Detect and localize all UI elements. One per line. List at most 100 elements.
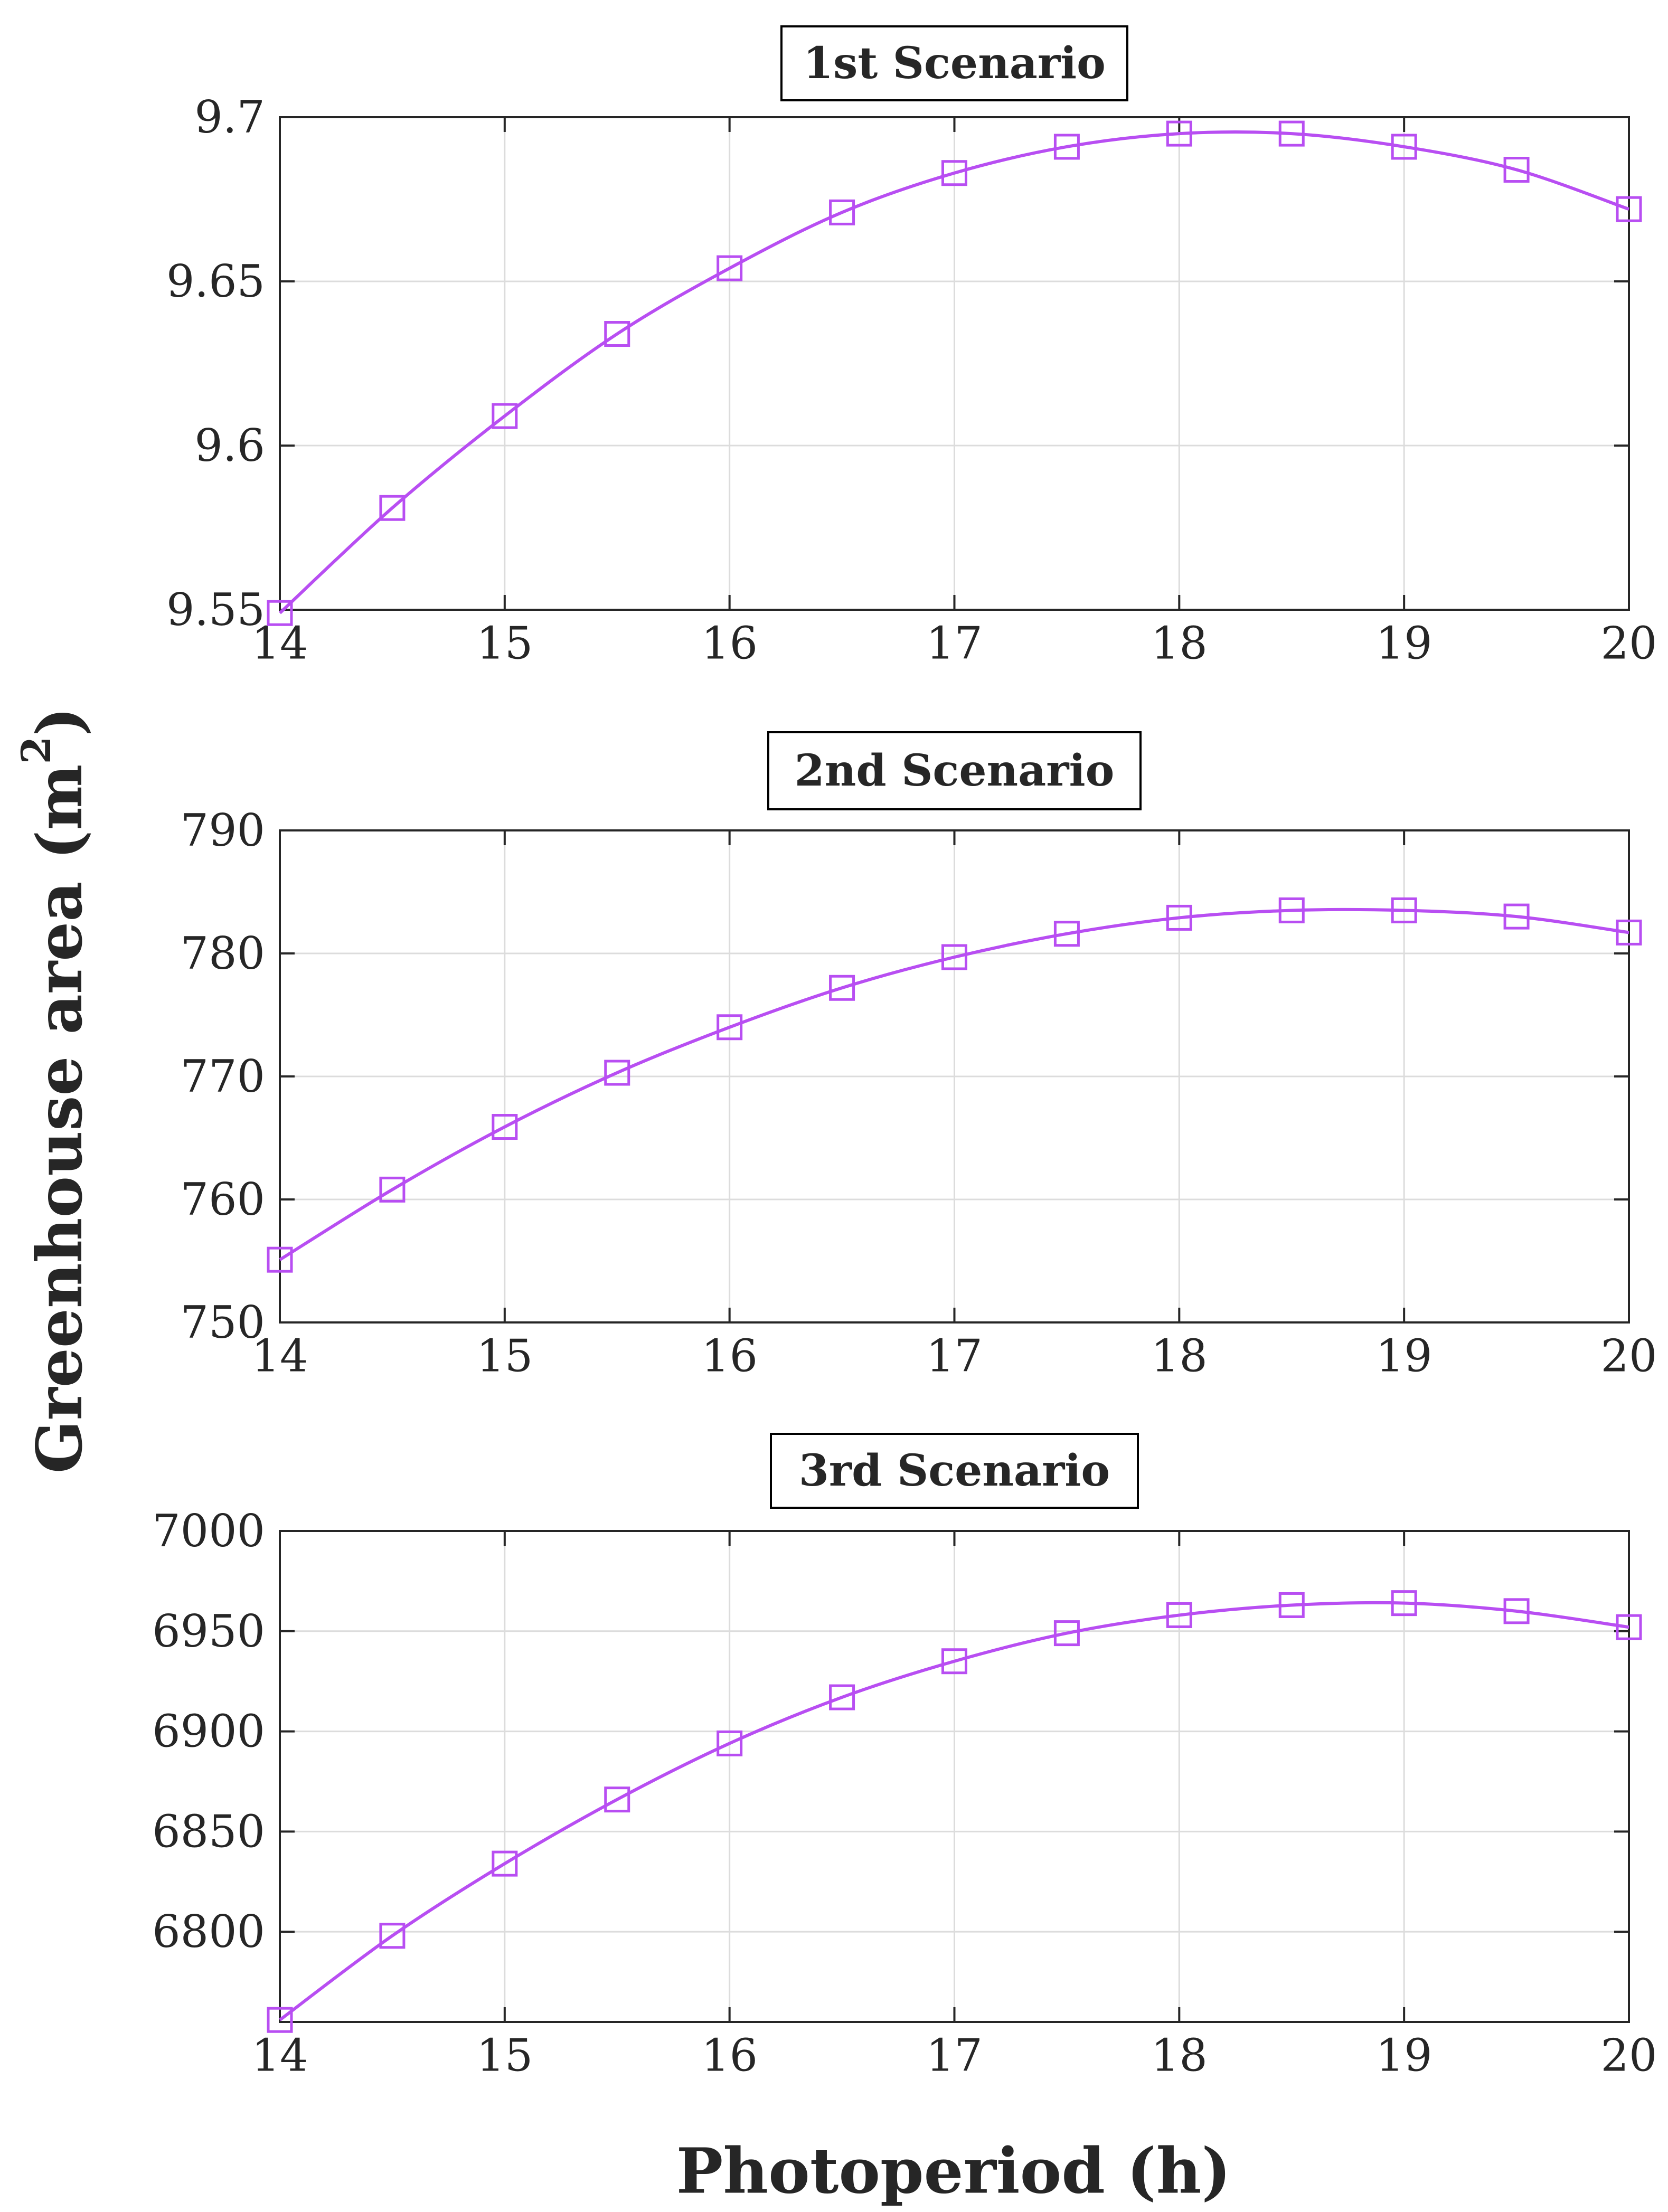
x-tick-label: 15 <box>476 2029 533 2081</box>
data-point-marker <box>1166 120 1192 147</box>
data-point-marker <box>1166 904 1192 931</box>
y-tick-label: 9.65 <box>166 256 265 307</box>
x-tick-label: 18 <box>1151 1330 1208 1382</box>
data-point-marker <box>492 1850 518 1877</box>
ticks: 14 15 16 17 18 19 20 750 760 770 780 790 <box>181 805 1657 1382</box>
x-tick-label: 19 <box>1376 617 1433 669</box>
ticks: 14 15 16 17 18 19 20 6800 6850 6900 6950 7000 <box>152 1505 1657 2081</box>
data-point-marker <box>941 944 967 970</box>
grid <box>280 1531 1629 2022</box>
x-tick-label: 20 <box>1601 617 1657 669</box>
chart-panel-3: 14 15 16 17 18 19 20 6800 6850 6900 6950 7000 3rd S… <box>152 1433 1657 2081</box>
data-point-marker <box>1503 903 1530 930</box>
y-axis-label-close: ) <box>23 707 96 736</box>
data-point-marker <box>1053 1620 1080 1647</box>
panel-title: 3rd Scenario <box>799 1445 1110 1496</box>
panel-title: 1st Scenario <box>803 38 1106 89</box>
data-point-marker <box>717 1014 743 1041</box>
y-tick-label: 6800 <box>152 1906 265 1958</box>
chart-panel-2: 14 15 16 17 18 19 20 750 760 770 780 790 2nd Scenar… <box>181 731 1657 1382</box>
grid <box>280 830 1629 1322</box>
y-axis-label-text: Greenhouse area (m <box>23 764 96 1474</box>
data-point-marker <box>267 600 293 626</box>
data-point-marker <box>1503 157 1530 183</box>
x-tick-label: 16 <box>701 1330 758 1382</box>
chart-panel-1: 14 15 16 17 18 19 20 9.55 9.6 9.65 9.7 1st Scenari… <box>166 25 1657 669</box>
x-tick-label: 18 <box>1151 617 1208 669</box>
x-tick-label: 19 <box>1376 1330 1433 1382</box>
y-tick-label: 750 <box>181 1297 265 1348</box>
data-point-marker <box>829 1684 855 1710</box>
y-tick-label: 7000 <box>152 1505 265 1557</box>
x-tick-label: 19 <box>1376 2029 1433 2081</box>
data-point-marker <box>604 1786 630 1813</box>
y-axis-label-superscript: 2 <box>13 736 60 764</box>
y-axis-label: Greenhouse area (m2) <box>13 707 96 1473</box>
panel-title-box <box>780 25 1128 101</box>
data-point-marker <box>492 403 518 429</box>
x-tick-label: 20 <box>1601 1330 1657 1382</box>
x-tick-label: 18 <box>1151 2029 1208 2081</box>
data-point-marker <box>1278 120 1305 147</box>
series-line <box>279 1601 1629 2021</box>
x-axis-label: Photoperiod (h) <box>676 2134 1231 2208</box>
data-point-marker <box>1616 196 1642 222</box>
data-point-marker <box>604 1060 630 1086</box>
series <box>267 1590 1642 2033</box>
panel-title: 2nd Scenario <box>795 745 1115 796</box>
panel-title-box <box>770 1433 1139 1509</box>
data-point-marker <box>1053 134 1080 160</box>
data-point-marker <box>267 2007 293 2033</box>
data-point-marker <box>267 1246 293 1273</box>
y-tick-label: 6850 <box>152 1805 265 1857</box>
x-tick-label: 17 <box>926 617 983 669</box>
y-tick-label: 6950 <box>152 1605 265 1657</box>
data-point-marker <box>379 1923 406 1949</box>
data-point-marker <box>717 1730 743 1756</box>
panel-title-box <box>767 731 1142 810</box>
data-point-marker <box>829 199 855 225</box>
data-point-marker <box>379 1176 406 1203</box>
y-tick-label: 6900 <box>152 1706 265 1757</box>
x-tick-label: 14 <box>252 2029 308 2081</box>
x-tick-label: 15 <box>476 1330 533 1382</box>
x-tick-label: 20 <box>1601 2029 1657 2081</box>
data-point-marker <box>379 495 406 521</box>
data-point-marker <box>1503 1598 1530 1624</box>
data-point-marker <box>1616 1614 1642 1640</box>
y-tick-label: 9.55 <box>166 584 265 636</box>
data-point-marker <box>1166 1602 1192 1628</box>
y-tick-label: 790 <box>181 805 265 856</box>
data-point-marker <box>604 321 630 347</box>
x-tick-label: 15 <box>476 617 533 669</box>
y-tick-label: 770 <box>181 1051 265 1102</box>
y-tick-label: 9.6 <box>194 420 265 471</box>
y-tick-label: 9.7 <box>194 91 265 143</box>
data-point-marker <box>1278 1592 1305 1618</box>
x-tick-label: 17 <box>926 1330 983 1382</box>
y-tick-label: 780 <box>181 928 265 979</box>
series-line <box>278 130 1629 615</box>
data-point-marker <box>1391 1590 1417 1617</box>
data-point-marker <box>492 1114 518 1140</box>
grid <box>280 117 1629 610</box>
series <box>267 897 1642 1273</box>
data-point-marker <box>829 975 855 1001</box>
y-tick-label: 760 <box>181 1174 265 1225</box>
data-point-marker <box>1278 897 1305 923</box>
data-point-marker <box>941 160 967 186</box>
series <box>267 120 1642 626</box>
ticks: 14 15 16 17 18 19 20 9.55 9.6 9.65 9.7 <box>166 91 1657 669</box>
data-point-marker <box>1391 134 1417 160</box>
x-tick-label: 14 <box>252 1330 308 1382</box>
x-tick-label: 16 <box>701 617 758 669</box>
data-point-marker <box>1616 919 1642 946</box>
x-tick-label: 16 <box>701 2029 758 2081</box>
data-point-marker <box>717 255 743 281</box>
data-point-marker <box>941 1648 967 1675</box>
x-tick-label: 14 <box>252 617 308 669</box>
data-point-marker <box>1053 921 1080 947</box>
x-tick-label: 17 <box>926 2029 983 2081</box>
data-point-marker <box>1391 897 1417 923</box>
